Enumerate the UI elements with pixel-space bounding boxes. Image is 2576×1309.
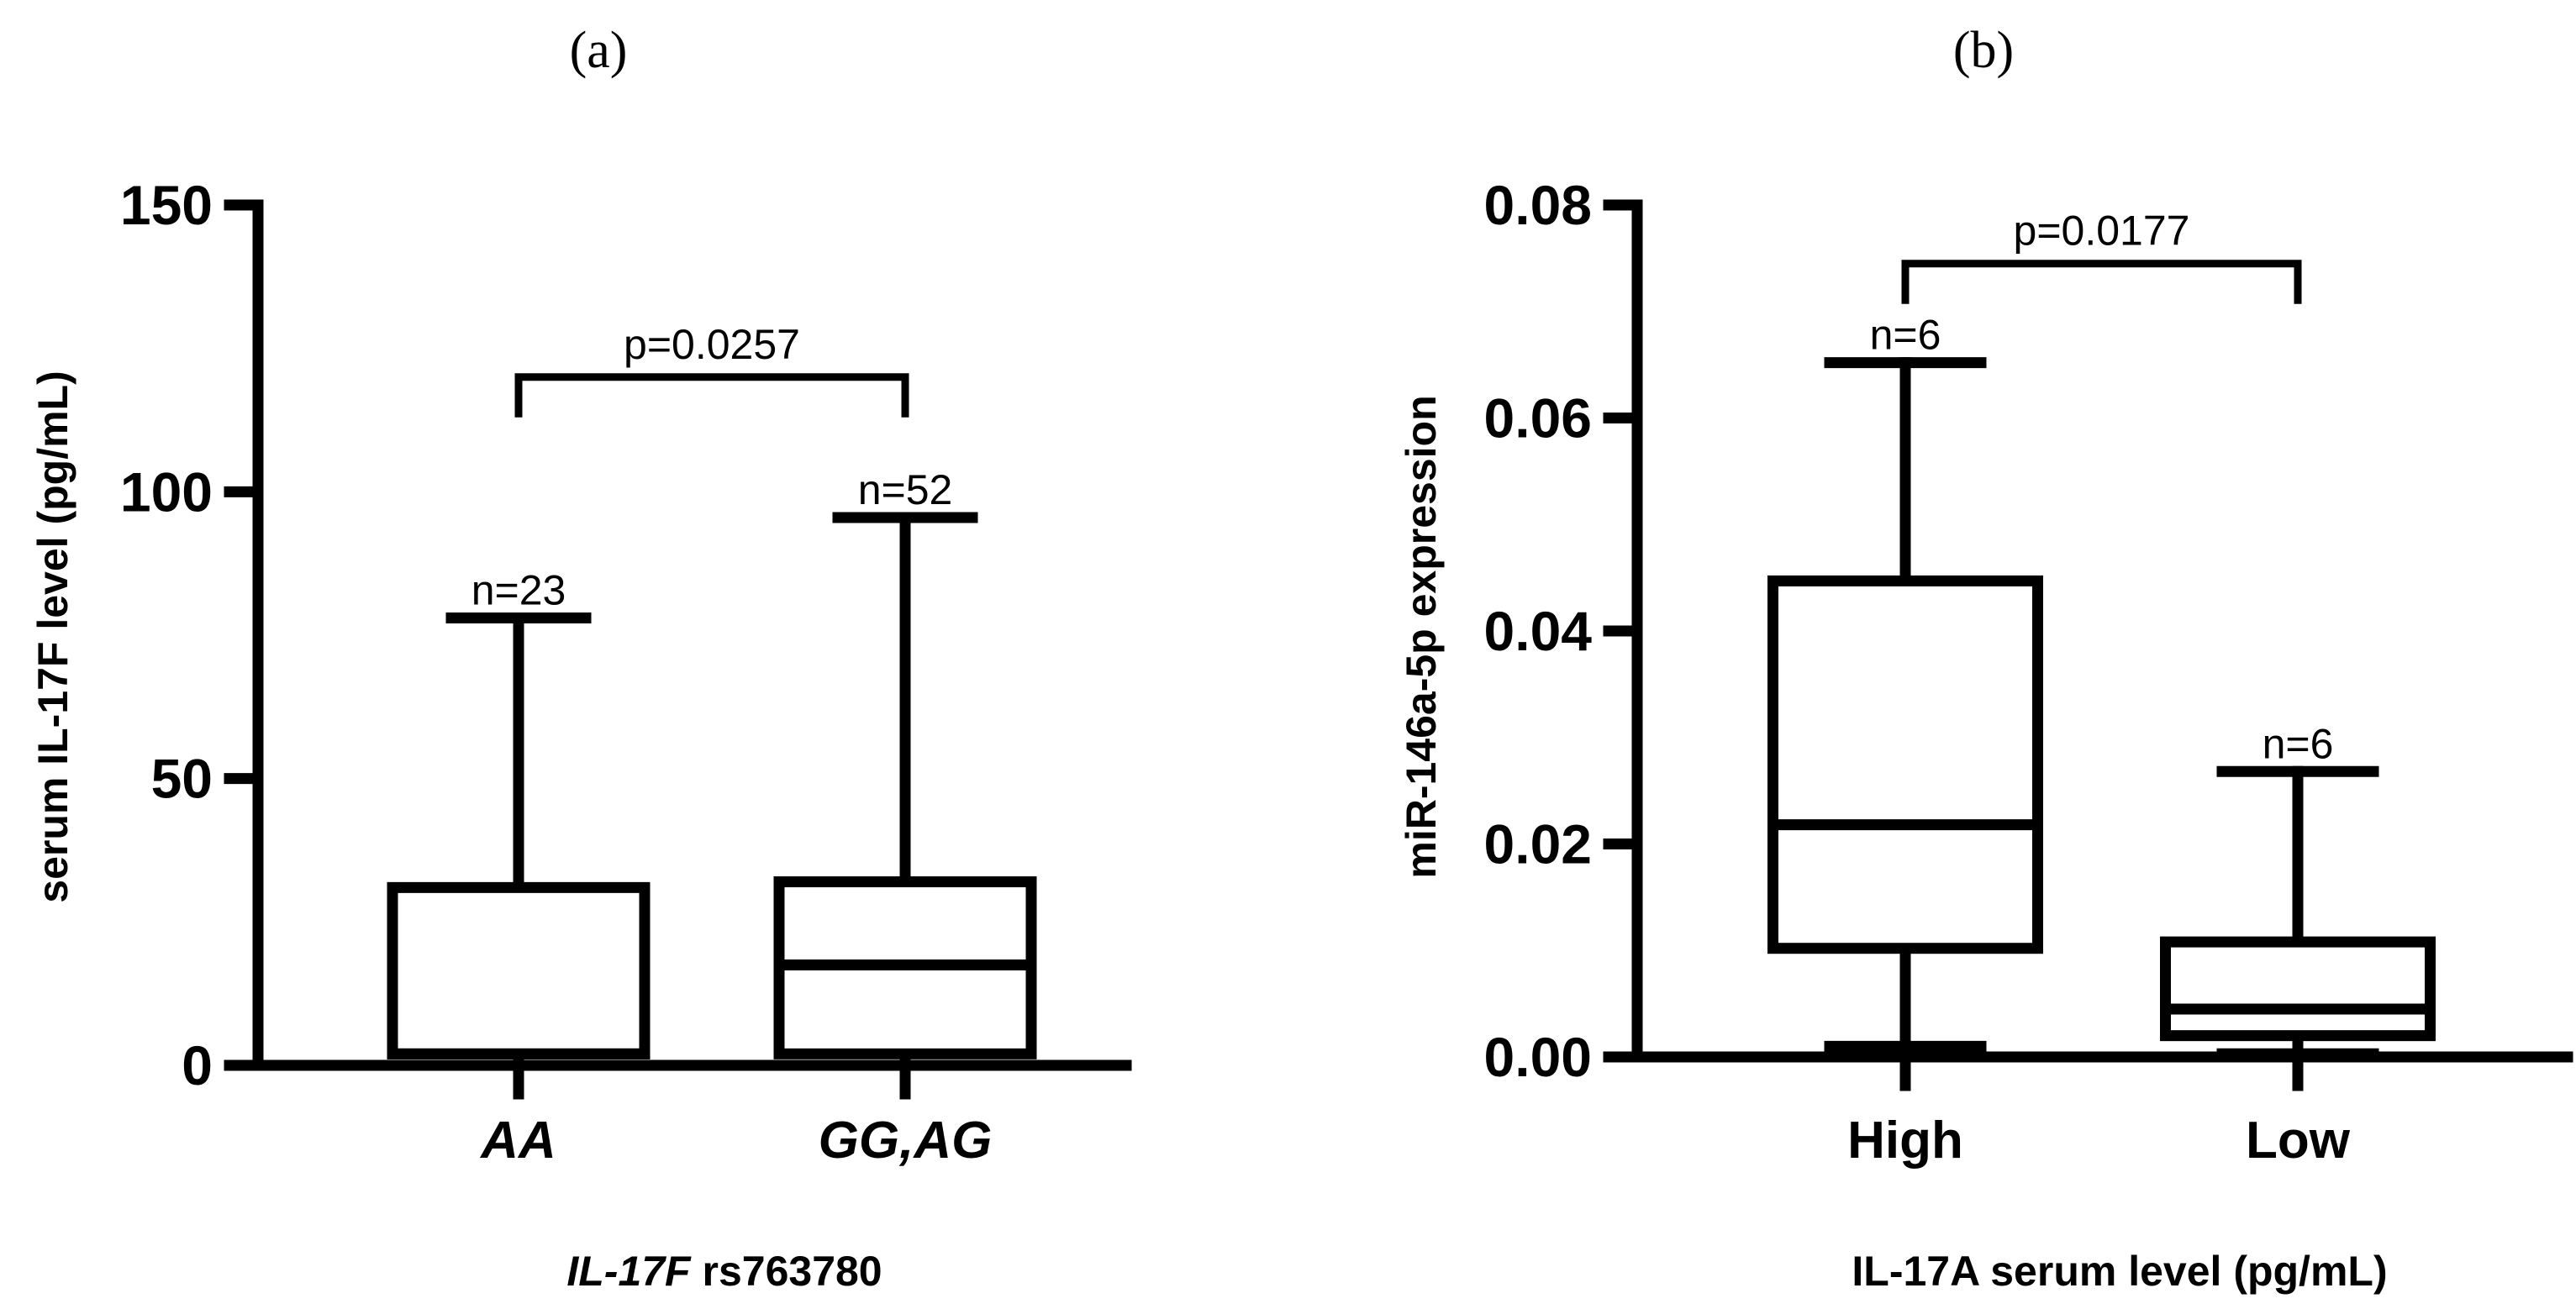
panel-a-y-axis-title: serum IL-17F level (pg/mL) [29, 371, 76, 902]
panel-b-box-low-iqr-box [2160, 936, 2436, 1042]
panel-a-p-value-label: p=0.0257 [624, 321, 800, 368]
panel-a-y-tick-label: 50 [151, 748, 213, 810]
panel-b-x-axis-title: IL-17A serum level (pg/mL) [1852, 1248, 2387, 1295]
panel-b-y-tick-label: 0.02 [1484, 813, 1592, 875]
panel-b-label: (b) [1953, 22, 2014, 79]
panel-b-y-tick-label: 0.06 [1484, 387, 1592, 449]
panel-b-x-tick-label-high: High [1847, 1112, 1963, 1170]
panel-a-box-gg-ag-n-label: n=52 [858, 466, 953, 513]
panel-b-y-axis-title: miR-146a-5p expression [1398, 395, 1445, 878]
panel-b-p-value-label: p=0.0177 [2014, 208, 2190, 255]
panel-b-x-axis-title-part-1: IL-17A serum level (pg/mL) [1852, 1248, 2387, 1295]
panel-b-box-low-n-label: n=6 [2263, 720, 2334, 767]
panel-b-plot: 0.00 0.02 0.04 0.06 0.08 High Low n=6 n=6 p=0.017… [1484, 174, 2573, 1170]
panel-a-x-axis-title-part-1: IL-17F [566, 1248, 692, 1295]
panel-a-y-tick-label: 100 [120, 460, 213, 523]
panel-a-x-tick-label-aa: AA [479, 1112, 556, 1170]
panel-a-x-axis-title-part-2: rs763780 [691, 1248, 882, 1295]
panel-b-x-tick-label-low: Low [2246, 1112, 2351, 1170]
panel-b-box-high-iqr-box [1767, 575, 2043, 954]
panel-a-y-tick-label: 150 [120, 174, 213, 236]
panel-b: (b) miR-146a-5p expression IL-17A serum … [1398, 22, 2573, 1295]
panel-a: (a) serum IL-17F level (pg/mL) IL-17F rs… [29, 22, 1132, 1295]
panel-b-y-tick-label: 0.08 [1484, 174, 1592, 236]
panel-b-y-tick-label: 0.04 [1484, 600, 1593, 662]
panel-a-x-tick-label-gg-ag: GG,AG [819, 1112, 993, 1170]
panel-a-box-aa-iqr-box [387, 881, 651, 1059]
panel-a-plot: 0 50 100 150 AA GG,AG n=23 n=52 p=0.0257 [120, 174, 1132, 1170]
panel-a-y-tick-label: 0 [182, 1034, 213, 1096]
panel-b-significance-bracket [1901, 260, 2302, 304]
panel-a-x-axis-title: IL-17F rs763780 [566, 1248, 882, 1295]
panel-a-significance-bracket [514, 373, 909, 418]
panel-a-label: (a) [570, 22, 628, 79]
panel-b-box-high-n-label: n=6 [1870, 312, 1941, 359]
panel-a-box-aa-n-label: n=23 [471, 567, 566, 614]
panel-b-y-tick-label: 0.00 [1484, 1026, 1592, 1088]
